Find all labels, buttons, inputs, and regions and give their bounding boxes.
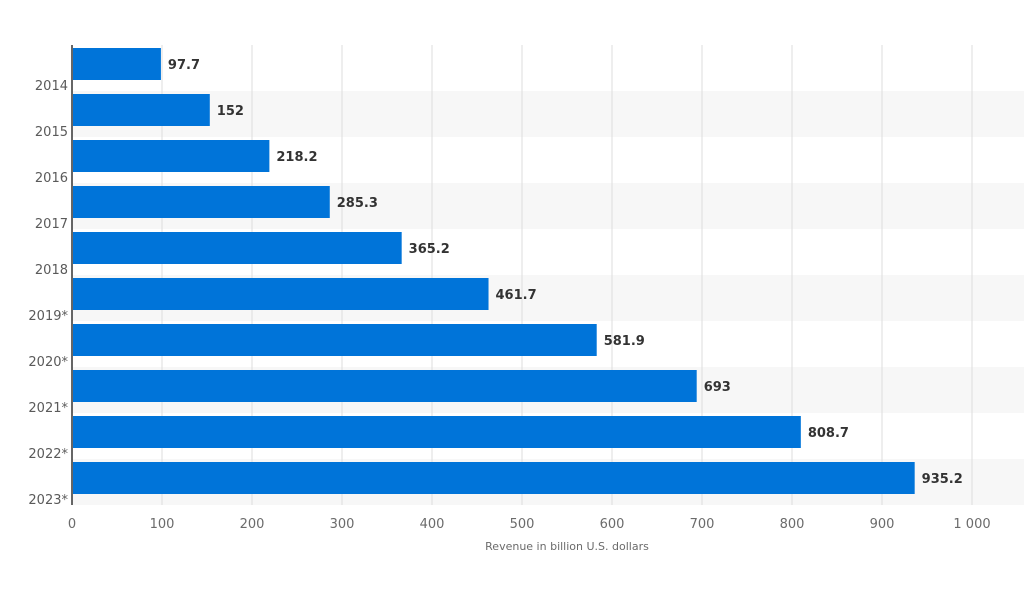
x-tick-label: 400: [420, 517, 445, 532]
bar: [73, 416, 801, 448]
category-label: 2020*: [28, 355, 68, 370]
bar: [73, 232, 402, 264]
category-label: 2015: [35, 125, 68, 140]
y-category-labels: 2014 2015 2016 2017 2018 2019* 2020* 2021* 2022*…: [28, 79, 68, 508]
data-label: 693: [704, 380, 731, 395]
bar: [73, 324, 597, 356]
data-label: 97.7: [168, 58, 200, 73]
x-tick-label: 200: [240, 517, 265, 532]
x-tick-label: 500: [510, 517, 535, 532]
x-tick-label: 0: [68, 517, 76, 532]
x-tick-label: 600: [600, 517, 625, 532]
x-tick-labels: 0 100 200 300 400 500 600 700 800 900 1 000: [68, 517, 991, 532]
x-tick-label: 900: [870, 517, 895, 532]
category-label: 2017: [35, 217, 68, 232]
x-axis-title: Revenue in billion U.S. dollars: [485, 540, 649, 553]
x-tick-label: 100: [150, 517, 175, 532]
category-label: 2021*: [28, 401, 68, 416]
bar: [73, 370, 697, 402]
data-label: 935.2: [922, 472, 963, 487]
bars: [73, 48, 915, 494]
x-tick-label: 800: [780, 517, 805, 532]
data-label: 285.3: [337, 196, 378, 211]
data-label: 365.2: [409, 242, 450, 257]
category-label: 2023*: [28, 493, 68, 508]
data-label: 461.7: [496, 288, 537, 303]
bar: [73, 94, 210, 126]
data-label: 581.9: [604, 334, 645, 349]
row-band: [72, 91, 1024, 137]
category-label: 2014: [35, 79, 68, 94]
category-label: 2022*: [28, 447, 68, 462]
category-label: 2016: [35, 171, 68, 186]
bar: [73, 140, 270, 172]
category-label: 2018: [35, 263, 68, 278]
bar: [73, 186, 330, 218]
bar: [73, 48, 161, 80]
x-tick-label: 1 000: [953, 517, 990, 532]
bar: [73, 462, 915, 494]
data-label: 152: [217, 104, 244, 119]
x-tick-label: 700: [690, 517, 715, 532]
x-tick-label: 300: [330, 517, 355, 532]
data-label: 808.7: [808, 426, 849, 441]
data-labels: 97.7 152 218.2 285.3 365.2 461.7 581.9 693 808.7…: [168, 58, 963, 487]
bar: [73, 278, 489, 310]
category-label: 2019*: [28, 309, 68, 324]
data-label: 218.2: [276, 150, 317, 165]
